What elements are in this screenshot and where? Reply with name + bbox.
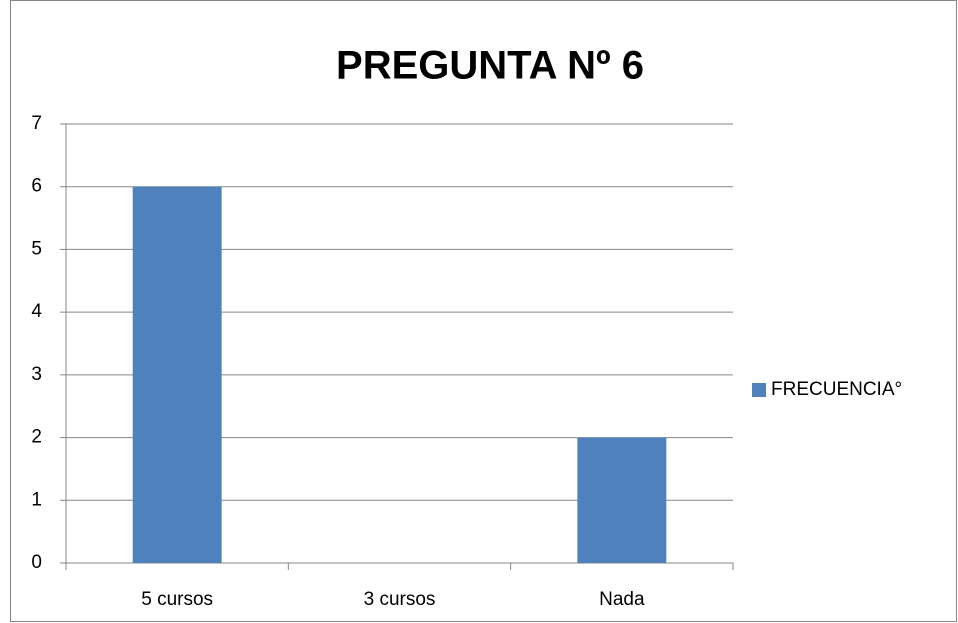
chart-title: PREGUNTA Nº 6 bbox=[336, 44, 644, 88]
y-tick-label: 4 bbox=[31, 301, 42, 322]
y-tick-label: 1 bbox=[31, 489, 42, 510]
y-tick-label: 0 bbox=[31, 552, 42, 573]
y-tick-label: 6 bbox=[31, 176, 42, 197]
x-tick-label: Nada bbox=[599, 589, 645, 610]
bar bbox=[577, 437, 667, 563]
x-tick-label: 3 cursos bbox=[364, 589, 436, 610]
y-tick-label: 7 bbox=[31, 113, 42, 134]
y-tick-label: 2 bbox=[31, 427, 42, 448]
legend-label: FRECUENCIA° bbox=[771, 379, 902, 400]
y-tick-label: 3 bbox=[31, 364, 42, 385]
x-tick-label: 5 cursos bbox=[141, 589, 213, 610]
bar bbox=[132, 186, 222, 563]
legend-swatch bbox=[752, 383, 766, 397]
y-tick-label: 5 bbox=[31, 238, 42, 259]
